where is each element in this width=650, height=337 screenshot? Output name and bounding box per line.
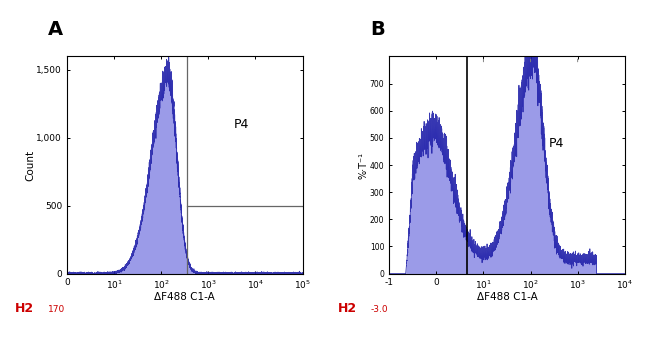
Text: B: B: [370, 20, 385, 39]
Text: H2: H2: [337, 302, 357, 315]
Text: H2: H2: [15, 302, 34, 315]
Y-axis label: Count: Count: [25, 149, 35, 181]
Text: -3.0: -3.0: [370, 305, 388, 314]
Y-axis label: %·T⁻¹: %·T⁻¹: [358, 152, 369, 179]
Text: P4: P4: [233, 118, 249, 131]
Text: 170: 170: [48, 305, 66, 314]
Text: A: A: [48, 20, 63, 39]
X-axis label: ΔF488 C1-A: ΔF488 C1-A: [155, 292, 215, 302]
X-axis label: ΔF488 C1-A: ΔF488 C1-A: [476, 292, 538, 302]
Text: P4: P4: [549, 137, 564, 150]
